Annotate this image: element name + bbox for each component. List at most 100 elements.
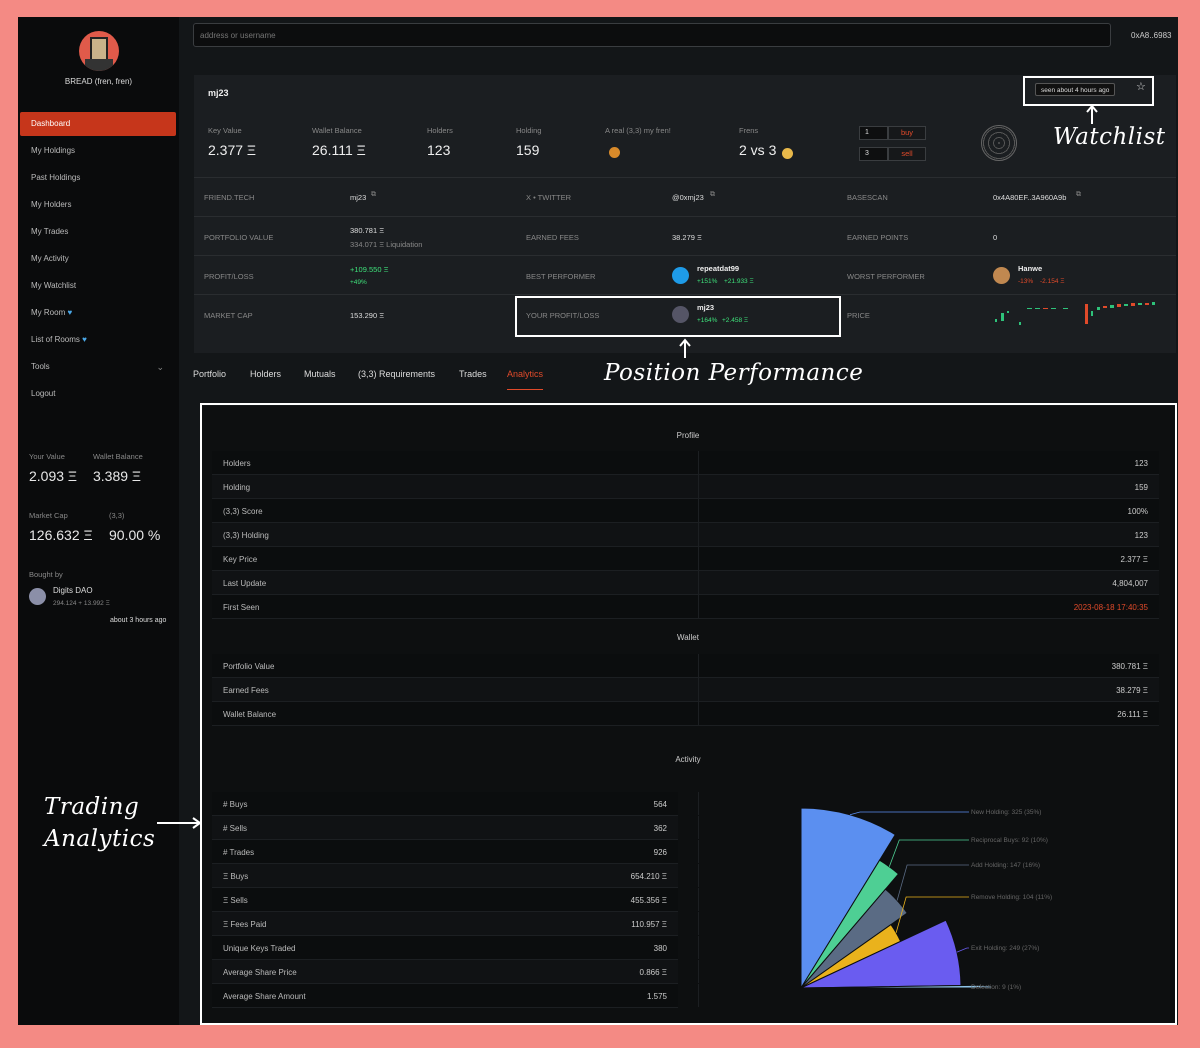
ratio-label: (3,3) xyxy=(109,511,125,520)
buy-quantity-input[interactable]: 1 xyxy=(859,126,888,140)
copy-icon[interactable]: ⧉ xyxy=(371,191,376,198)
avatar[interactable] xyxy=(79,31,119,71)
price-candles xyxy=(995,302,1155,325)
copy-icon[interactable]: ⧉ xyxy=(1076,191,1081,198)
tab-mutuals[interactable]: Mutuals xyxy=(304,369,336,379)
profile-table: Holders 123 Holding 159 (3,3) Score 100% (3,3)… xyxy=(212,451,1159,619)
friendtech-link[interactable]: mj23 xyxy=(350,193,367,202)
row-label: Holding xyxy=(223,483,251,492)
bought-by-amount: 294.124 + 13.992 Ξ xyxy=(53,600,110,607)
copy-icon[interactable]: ⧉ xyxy=(710,191,715,198)
wallet-address[interactable]: 0xA8..6983 xyxy=(1131,31,1172,40)
pl-value: +109.550 Ξ xyxy=(350,265,389,274)
holding-value: 159 xyxy=(516,142,540,158)
sidebar-item-label: My Holders xyxy=(31,200,72,209)
pie-label: Remove Holding: 104 (11%) xyxy=(971,894,1052,901)
row-label: Average Share Price xyxy=(223,968,297,977)
tab-holders[interactable]: Holders xyxy=(250,369,282,379)
table-row: Wallet Balance 26.111 Ξ xyxy=(212,702,1159,726)
key-value-label: Key Value xyxy=(208,126,242,135)
portfolio-label: PORTFOLIO VALUE xyxy=(204,233,274,242)
sidebar-item-my-activity[interactable]: My Activity xyxy=(20,247,176,274)
tab-portfolio[interactable]: Portfolio xyxy=(193,369,227,379)
sidebar-item-my-watchlist[interactable]: My Watchlist xyxy=(20,274,176,301)
info-row: MARKET CAP 153.290 Ξ YOUR PROFIT/LOSS mj… xyxy=(194,294,1176,333)
pl-label: PROFIT/LOSS xyxy=(204,272,254,281)
avatar[interactable] xyxy=(672,306,689,323)
price-sparkline xyxy=(995,302,1155,325)
tab-trades[interactable]: Trades xyxy=(459,369,487,379)
sidebar-item-label: Logout xyxy=(31,389,56,398)
sidebar-item-past-holdings[interactable]: Past Holdings xyxy=(20,166,176,193)
table-row: Portfolio Value 380.781 Ξ xyxy=(212,654,1159,678)
heart-icon: ♥ xyxy=(82,335,87,344)
position-annotation: Position Performance xyxy=(604,360,864,386)
arrow-up-icon xyxy=(1086,104,1098,124)
table-row: First Seen 2023-08-18 17:40:35 xyxy=(212,595,1159,619)
row-value: 380.781 Ξ xyxy=(1111,662,1148,671)
sidebar-item-my-room[interactable]: My Room ♥ xyxy=(20,301,176,328)
table-row: (3,3) Holding 123 xyxy=(212,523,1159,547)
twitter-link[interactable]: @0xmj23 xyxy=(672,193,704,202)
activity-section-title: Activity xyxy=(675,755,701,764)
row-value: 100% xyxy=(1127,507,1148,516)
avatar[interactable] xyxy=(29,588,46,605)
sidebar-item-dashboard[interactable]: Dashboard xyxy=(20,112,176,136)
worst-performer-label: WORST PERFORMER xyxy=(847,272,925,281)
bought-by-time: about 3 hours ago xyxy=(110,617,167,624)
row-value: 926 xyxy=(653,848,667,857)
wallet-balance: 3.389 Ξ xyxy=(93,468,142,484)
your-pl-value: +2.458 Ξ xyxy=(722,317,749,324)
table-row: Average Share Amount 1.575 xyxy=(212,984,699,1008)
basescan-label: BASESCAN xyxy=(847,193,888,202)
row-label: # Buys xyxy=(223,800,248,809)
sidebar-item-my-holders[interactable]: My Holders xyxy=(20,193,176,220)
sidebar-item-tools[interactable]: Tools ⌄ xyxy=(20,355,176,382)
row-label: # Trades xyxy=(223,848,255,857)
row-label: Average Share Amount xyxy=(223,992,306,1001)
ratio-value: 90.00 % xyxy=(109,527,161,543)
sidebar-item-label: My Room xyxy=(31,308,66,317)
avatar[interactable] xyxy=(993,267,1010,284)
row-label: Unique Keys Traded xyxy=(223,944,296,953)
app-window: BREAD (fren, fren) Dashboard My Holdings… xyxy=(18,17,1178,1025)
search-input[interactable] xyxy=(193,23,1111,47)
sidebar-item-list-of-rooms[interactable]: List of Rooms ♥ xyxy=(20,328,176,355)
bought-by-name[interactable]: Digits DAO xyxy=(53,586,93,595)
basescan-link[interactable]: 0x4A80EF..3A960A9b xyxy=(993,193,1067,202)
best-performer-label: BEST PERFORMER xyxy=(526,272,596,281)
row-value: 26.111 Ξ xyxy=(1117,710,1148,719)
user-card: mj23 seen about 4 hours ago ☆ Key Value … xyxy=(194,75,1176,353)
trading-annotation-line1: Trading xyxy=(44,794,140,820)
row-label: First Seen xyxy=(223,603,260,612)
watchlist-annotation: Watchlist xyxy=(1053,124,1166,150)
sell-quantity-input[interactable]: 3 xyxy=(859,147,888,161)
key-value: 2.377 Ξ xyxy=(208,142,257,158)
tab-requirements[interactable]: (3,3) Requirements xyxy=(358,369,436,379)
table-row: # Trades 926 xyxy=(212,840,699,864)
your-pl-pct: +164% xyxy=(697,317,718,324)
best-performer-name[interactable]: repeatdat99 xyxy=(697,264,740,273)
table-row: Holders 123 xyxy=(212,451,1159,475)
table-row: Ξ Buys 654.210 Ξ xyxy=(212,864,699,888)
sidebar-item-my-trades[interactable]: My Trades xyxy=(20,220,176,247)
pie-leader-line xyxy=(896,864,969,901)
tab-analytics[interactable]: Analytics xyxy=(507,369,544,390)
sidebar-item-logout[interactable]: Logout xyxy=(20,382,176,409)
row-label: (3,3) Score xyxy=(223,507,263,516)
pie-slice[interactable] xyxy=(800,859,900,989)
sell-button[interactable]: sell xyxy=(888,147,926,161)
earned-points-value: 0 xyxy=(993,233,998,242)
table-row: Ξ Fees Paid 110.957 Ξ xyxy=(212,912,699,936)
pie-slice[interactable] xyxy=(800,807,896,990)
sidebar-item-my-holdings[interactable]: My Holdings xyxy=(20,139,176,166)
row-value: 564 xyxy=(653,800,667,809)
worst-performer-name[interactable]: Hanwe xyxy=(1018,264,1043,273)
star-icon[interactable]: ☆ xyxy=(1136,81,1146,93)
arrow-up-icon xyxy=(679,338,691,358)
avatar[interactable] xyxy=(672,267,689,284)
buy-button[interactable]: buy xyxy=(888,126,926,140)
table-row: # Buys 564 xyxy=(212,792,699,816)
analytics-panel: Profile Holders 123 Holding 159 (3,3) Score 1… xyxy=(201,406,1175,1023)
table-row: Unique Keys Traded 380 xyxy=(212,936,699,960)
